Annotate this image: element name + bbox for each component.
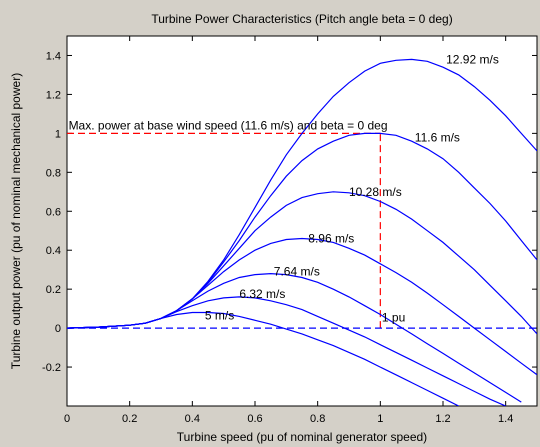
x-tick-label: 0.6	[247, 413, 262, 425]
y-tick-label: 0	[55, 323, 61, 335]
series-line	[67, 58, 537, 329]
x-tick-label: 0	[64, 413, 70, 425]
x-axis-label: Turbine speed (pu of nominal generator s…	[177, 430, 427, 444]
annotation-text: 1 pu	[382, 310, 405, 324]
y-tick-label: -0.2	[42, 362, 61, 374]
series-label: 10.28 m/s	[349, 185, 402, 199]
series-label: 8.96 m/s	[308, 232, 354, 246]
y-axis-label: Turbine output power (pu of nominal mech…	[9, 73, 23, 369]
y-tick-label: 0.8	[46, 167, 61, 179]
y-tick-label: 1.2	[46, 89, 61, 101]
annotations: Max. power at base wind speed (11.6 m/s)…	[69, 118, 406, 324]
x-tick-label: 0.2	[122, 413, 137, 425]
series-label: 5 m/s	[205, 308, 234, 322]
x-axis-ticks: 0 0.2 0.4 0.6 0.8 1 1.2 1.4	[64, 36, 513, 425]
y-tick-label: 0.4	[46, 245, 61, 257]
y-tick-label: 1.4	[46, 50, 61, 62]
y-tick-label: 1	[55, 128, 61, 140]
series-label: 11.6 m/s	[415, 130, 460, 144]
chart-title: Turbine Power Characteristics (Pitch ang…	[151, 12, 452, 26]
x-tick-label: 0.8	[310, 413, 325, 425]
series-labels: 5 m/s 6.32 m/s 7.64 m/s 8.96 m/s 10.28 m/s 11…	[205, 52, 499, 322]
x-tick-label: 0.4	[185, 413, 200, 425]
x-tick-label: 1.2	[435, 413, 450, 425]
plot-area	[66, 35, 538, 407]
series-label: 7.64 m/s	[274, 265, 320, 279]
reference-lines	[67, 132, 537, 329]
series-lines	[67, 58, 537, 406]
x-tick-label: 1.4	[498, 413, 513, 425]
x-tick-label: 1	[377, 413, 383, 425]
series-label: 6.32 m/s	[239, 287, 285, 301]
y-axis-ticks: -0.2 0 0.2 0.4 0.6 0.8 1 1.2 1.4	[42, 50, 537, 374]
series-label: 12.92 m/s	[446, 52, 499, 66]
y-tick-label: 0.6	[46, 206, 61, 218]
annotation-text: Max. power at base wind speed (11.6 m/s)…	[69, 118, 388, 132]
y-tick-label: 0.2	[46, 284, 61, 296]
